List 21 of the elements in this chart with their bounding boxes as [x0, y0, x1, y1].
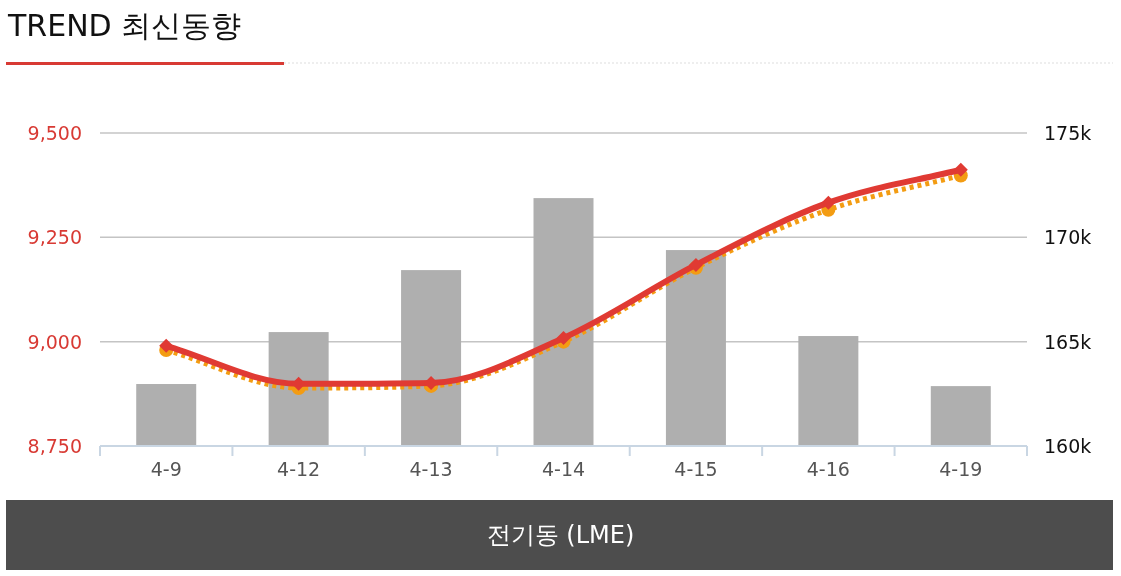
y2-tick-label: 160k — [1044, 435, 1092, 457]
x-tick-label: 4-12 — [277, 458, 321, 480]
point — [821, 195, 836, 210]
y-tick-label: 9,500 — [27, 122, 82, 144]
point — [159, 338, 174, 353]
y-tick-label: 9,250 — [27, 226, 82, 249]
x-tick-label: 4-19 — [939, 458, 983, 480]
point — [556, 330, 571, 345]
y2-tick-label: 175k — [1044, 122, 1092, 144]
x-tick-label: 4-9 — [150, 458, 182, 480]
x-axis-title: 전기동 (LME) — [486, 521, 635, 549]
point — [953, 162, 968, 177]
y-tick-label: 8,750 — [27, 435, 82, 457]
x-tick-label: 4-15 — [674, 458, 718, 480]
x-tick-label: 4-14 — [541, 458, 586, 480]
y-tick-label: 9,000 — [27, 330, 82, 353]
title: TREND 최신동향 — [8, 8, 242, 43]
x-tick-label: 4-16 — [806, 458, 850, 480]
y2-tick-label: 165k — [1044, 330, 1092, 353]
x-tick-label: 4-13 — [409, 458, 453, 480]
y2-tick-label: 170k — [1044, 226, 1092, 249]
